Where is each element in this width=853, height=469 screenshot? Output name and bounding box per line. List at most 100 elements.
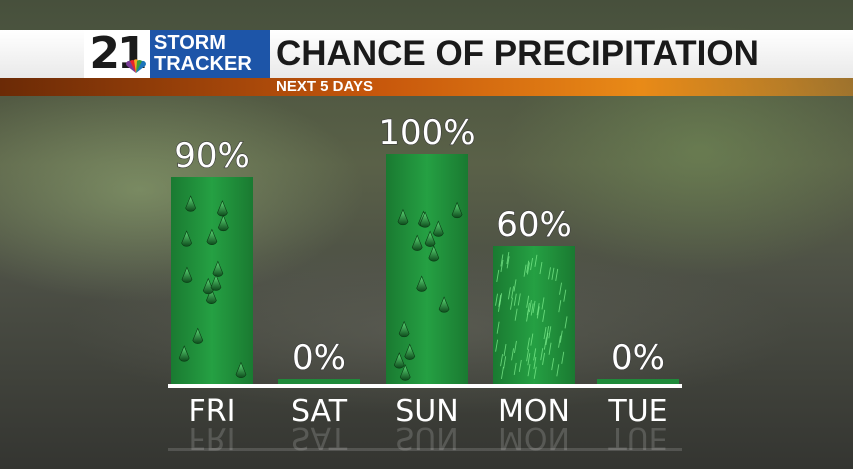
raindrop-icon [206,228,218,245]
rain-streak [548,326,552,339]
rain-streak [513,362,517,376]
rain-streak [548,342,552,355]
rain-streak [543,326,547,340]
logo-line-storm: STORM [154,32,226,54]
storm-tracker-logo: 21 STORM TRACKER [84,30,270,78]
rain-streak [561,351,565,364]
rain-streak [511,286,515,299]
subtitle-bar [0,78,853,96]
rain-streak [511,348,514,361]
bar-sat [278,379,360,384]
rain-streak [503,343,507,357]
rain-streak [551,358,555,371]
rain-streak [496,269,500,282]
peacock-icon [126,59,146,73]
rain-streak [526,260,530,273]
rain-streak [530,257,534,271]
rain-streak [523,264,527,277]
raindrop-icon [210,274,222,291]
rain-streak [533,366,537,379]
bar-sun [386,154,468,384]
rain-streak [503,356,507,369]
chart-title: CHANCE OF PRECIPITATION [276,34,759,73]
category-label-sat: SAT [291,394,348,429]
rain-streak [500,366,504,379]
raindrop-icon [181,266,193,283]
rain-streak [534,254,538,267]
rain-streak [528,300,532,313]
raindrop-icon [178,345,190,362]
raindrop-icon [411,234,423,251]
rain-streak [518,359,522,372]
raindrop-icon [419,211,431,228]
rain-streak [527,353,531,366]
raindrop-icon [398,320,410,338]
raindrop-icon [424,230,436,247]
rain-streak [536,306,540,319]
raindrop-icon [185,195,196,212]
chart-baseline [168,384,682,388]
raindrop-icon [451,201,463,219]
raindrop-icon [202,277,214,295]
rain-streak [533,348,537,361]
rain-streak [551,267,555,280]
rain-streak [530,333,534,346]
rain-streak [514,308,518,321]
category-reflection-tue: TUE [607,420,667,455]
rain-streak [513,293,517,306]
rain-streak [564,316,568,329]
raindrop-icon [397,208,409,226]
rain-streak [533,357,537,370]
raindrop-icon [192,327,204,344]
rain-streak [555,268,559,281]
rain-streak [499,293,503,306]
rain-streak [514,340,517,354]
rain-streak [559,330,563,343]
raindrop-icon [212,260,224,277]
logo-line-tracker: TRACKER [154,53,252,75]
category-reflection-mon: MON [498,420,570,455]
rain-streak [559,282,562,295]
rain-streak [496,321,500,334]
raindrop-icon [399,364,411,381]
logo-wordmark: STORM TRACKER [154,33,266,75]
value-label-tue: 0% [611,338,665,378]
rain-streak [506,252,510,265]
raindrop-icon [433,220,444,237]
value-label-sun: 100% [378,113,475,153]
rain-streak [542,309,546,322]
rain-streak [506,256,510,269]
rain-streak [500,354,503,367]
category-label-tue: TUE [607,394,667,429]
rain-streak [546,326,550,339]
category-reflection-sat: SAT [291,420,348,455]
rain-streak [510,297,513,310]
rain-streak [558,335,561,348]
bar-tue [597,379,679,384]
rain-streak [527,337,530,350]
raindrop-icon [235,361,247,378]
raindrop-icon [438,296,450,313]
raindrop-icon [404,343,416,360]
raindrop-icon [217,200,228,217]
rain-streak [527,302,530,316]
rain-streak [526,349,530,362]
rain-streak [539,261,543,275]
rain-streak [563,289,567,302]
rain-streak [495,293,498,306]
rain-streak [526,262,530,275]
rain-streak [543,337,547,350]
rain-streak [526,295,530,308]
rain-streak [532,300,536,313]
raindrop-icon [428,245,440,262]
raindrop-icon [393,352,405,369]
rain-streak [530,303,534,316]
rain-streak [498,294,502,307]
rain-streak [556,364,560,377]
rain-streak [495,339,499,352]
value-label-mon: 60% [496,205,572,245]
rain-streak [507,287,511,300]
category-reflection-fri: FRI [189,420,236,455]
bar-mon [493,246,575,384]
rain-streak [541,297,545,310]
